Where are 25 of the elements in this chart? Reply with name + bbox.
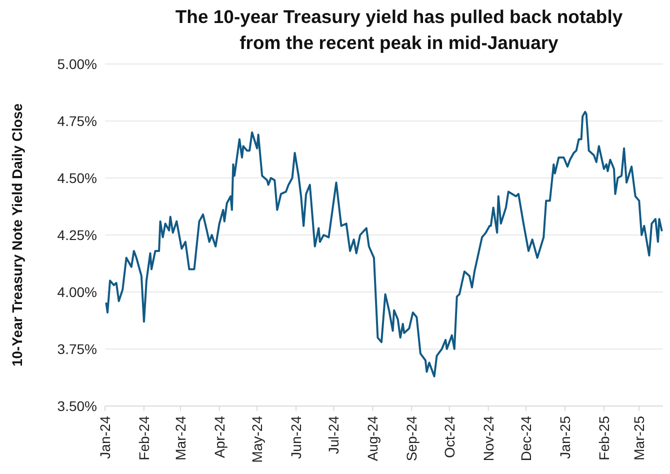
y-tick-label: 3.75% [57, 341, 97, 357]
x-tick-label: Jun-24 [288, 416, 304, 459]
x-tick-label: Oct-24 [441, 416, 458, 458]
y-tick-label: 4.00% [57, 284, 97, 300]
y-tick-label: 5.00% [57, 56, 97, 72]
x-tick-label: Feb-24 [136, 416, 152, 460]
x-tick-label: Mar-25 [631, 416, 648, 460]
line-series [105, 110, 663, 378]
x-tick-label: Jan-24 [97, 416, 113, 459]
x-tick-label: Feb-25 [596, 416, 612, 460]
x-tick-label: Jul-24 [326, 416, 342, 454]
x-tick-label: Dec-24 [518, 416, 534, 462]
y-tick-label: 4.25% [57, 227, 97, 243]
x-tick-label: Nov-24 [480, 416, 496, 462]
x-tick-label: Aug-24 [364, 416, 381, 462]
chart-title: The 10-year Treasury yield has pulled back notably from the recent peak in mid-January [175, 6, 624, 53]
y-tick-label: 4.50% [57, 170, 97, 186]
x-tick-label: Sep-24 [404, 416, 420, 462]
y-tick-label: 4.75% [57, 113, 97, 129]
y-axis-title: 10-Year Treasury Note Yield Daily Close [9, 103, 25, 367]
x-tick-label: May-24 [249, 416, 266, 463]
y-tick-label: 3.50% [57, 398, 97, 414]
x-tick-label: Apr-24 [211, 416, 228, 458]
x-tick-label: Mar-24 [172, 416, 188, 460]
x-tick-label: Jan-25 [556, 416, 573, 459]
